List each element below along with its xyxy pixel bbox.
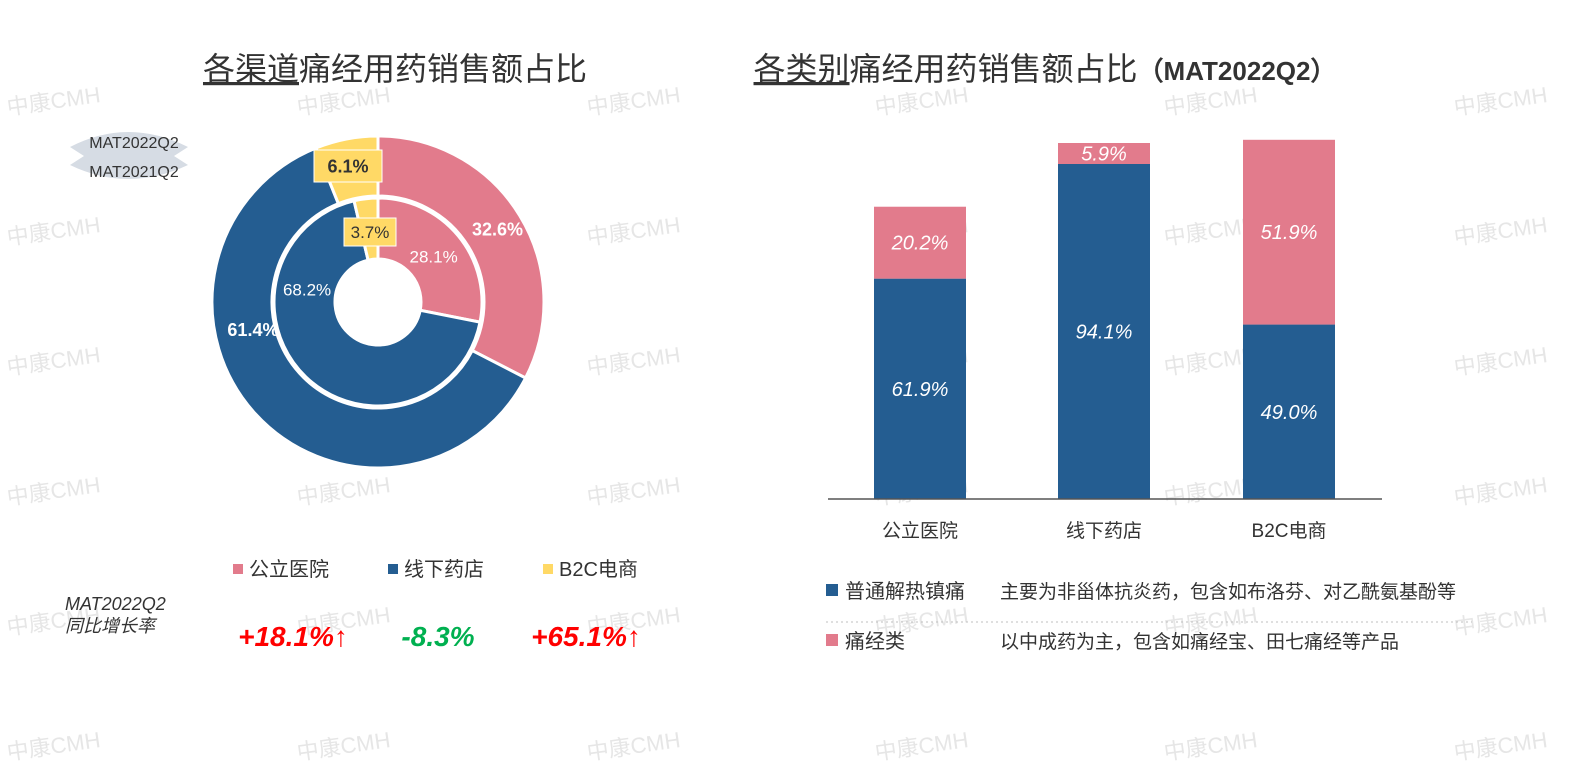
watermark-text: 中康CMH — [5, 472, 102, 510]
stacked-bar-chart: 61.9% 20.2% 公立医院 94.1% 5.9% 线下药店 49.0% 51.9% B2C… — [828, 139, 1382, 542]
bar-label-2-1: 20.2% — [891, 233, 949, 255]
bar-segment-1-2 — [1058, 164, 1150, 499]
donut-legend: 公立医院 线下药店 B2C电商 — [233, 558, 638, 581]
watermark-text: 中康CMH — [1162, 727, 1259, 765]
watermark-text: 中康CMH — [295, 472, 392, 510]
watermark-text: 中康CMH — [1452, 212, 1549, 250]
growth-label-line1: MAT2022Q2 — [65, 594, 166, 614]
watermark-text: 中康CMH — [5, 82, 102, 120]
growth-section: MAT2022Q2 同比增长率 +18.1%↑ -8.3% +65.1%↑ — [65, 594, 641, 652]
ring-legend: MAT2022Q2 MAT2021Q2 — [70, 132, 188, 181]
bar-label-1-3: 49.0% — [1261, 402, 1318, 424]
bar-label-2-2: 5.9% — [1081, 144, 1127, 166]
desc-name-2: 痛经类 — [845, 630, 905, 653]
watermark-text: 中康CMH — [5, 342, 102, 380]
donut-legend-swatch-3 — [543, 564, 553, 574]
watermark-text: 中康CMH — [1452, 342, 1549, 380]
left-title: 各渠道痛经用药销售额占比 — [203, 51, 587, 87]
watermark-text: 中康CMH — [5, 727, 102, 765]
donut-label-box-inner-3 — [343, 217, 397, 247]
right-title: 各类别痛经用药销售额占比（MAT2022Q2） — [754, 51, 1337, 87]
left-title-rest: 痛经用药销售额占比 — [299, 51, 587, 87]
desc-name-1: 普通解热镇痛 — [845, 580, 965, 603]
donut-label-outer-1: 32.6% — [472, 220, 523, 240]
watermark-text: 中康CMH — [585, 727, 682, 765]
desc-text-2: 以中成药为主，包含如痛经宝、田七痛经等产品 — [1000, 631, 1399, 653]
donut-legend-label-2: 线下药店 — [404, 558, 484, 581]
right-title-underlined: 各类别 — [754, 51, 850, 87]
bar-segment-1-1 — [874, 278, 966, 499]
watermark-text: 中康CMH — [1452, 82, 1549, 120]
bar-segment-2-1 — [874, 206, 966, 279]
watermark-text: 中康CMH — [295, 82, 392, 120]
bar-segment-2-2 — [1058, 143, 1150, 165]
donut-label-inner-3: 3.7% — [351, 223, 390, 242]
left-title-underlined: 各渠道 — [203, 51, 299, 87]
donut-slice-outer-2 — [210, 146, 528, 470]
desc-swatch-2 — [826, 634, 838, 646]
bar-category-label-3: B2C电商 — [1252, 520, 1327, 542]
bar-segment-1-3 — [1243, 324, 1335, 499]
donut-legend-label-1: 公立医院 — [249, 558, 329, 581]
right-title-suffix: （MAT2022Q2） — [1138, 56, 1337, 86]
bar-label-1-2: 94.1% — [1076, 322, 1133, 344]
right-title-rest: 痛经用药销售额占比 — [850, 51, 1138, 87]
donut-legend-swatch-1 — [233, 564, 243, 574]
watermark-text: 中康CMH — [585, 212, 682, 250]
growth-label-line2: 同比增长率 — [65, 616, 158, 636]
bar-category-label-2: 线下药店 — [1066, 520, 1142, 542]
donut-label-inner-1: 28.1% — [410, 247, 458, 266]
donut-label-outer-3: 6.1% — [327, 156, 368, 176]
bar-label-2-3: 51.9% — [1261, 222, 1318, 244]
watermark-text: 中康CMH — [585, 82, 682, 120]
donut-label-inner-2: 68.2% — [283, 281, 331, 300]
watermark-text: 中康CMH — [585, 472, 682, 510]
watermark-text: 中康CMH — [1452, 727, 1549, 765]
ring-legend-shape — [70, 132, 188, 179]
watermark-text: 中康CMH — [1162, 82, 1259, 120]
watermark-text: 中康CMH — [1452, 602, 1549, 640]
bar-segment-2-3 — [1243, 139, 1335, 325]
watermark-text: 中康CMH — [873, 727, 970, 765]
left-panel: 各渠道痛经用药销售额占比 MAT2022Q2 MAT2021Q2 32.6% 61… — [65, 51, 641, 652]
watermark-text: 中康CMH — [585, 342, 682, 380]
donut-label-outer-2: 61.4% — [227, 320, 278, 340]
growth-value-2: -8.3% — [401, 621, 474, 652]
right-panel: 各类别痛经用药销售额占比（MAT2022Q2） 61.9% 20.2% 公立医院 94… — [754, 51, 1472, 653]
ring-legend-outer: MAT2022Q2 — [89, 135, 179, 152]
donut-legend-swatch-2 — [388, 564, 398, 574]
desc-swatch-1 — [826, 584, 838, 596]
donut-slice-outer-1 — [376, 134, 546, 381]
watermark-text: 中康CMH — [1452, 472, 1549, 510]
bar-label-1-1: 61.9% — [892, 379, 949, 401]
desc-text-1: 主要为非甾体抗炎药，包含如布洛芬、对乙酰氨基酚等 — [1000, 581, 1456, 603]
watermark-text: 中康CMH — [873, 82, 970, 120]
donut-label-box-outer-3 — [313, 149, 383, 183]
donut-legend-label-3: B2C电商 — [559, 558, 638, 581]
donut-slice-inner-1 — [376, 196, 484, 324]
growth-value-3: +65.1%↑ — [531, 621, 641, 652]
growth-value-1: +18.1%↑ — [238, 621, 348, 652]
ring-legend-inner: MAT2021Q2 — [89, 164, 179, 181]
donut-chart: 32.6% 61.4% 6.1% 28.1% 68.2% 3.7% — [210, 134, 546, 470]
watermark-text: 中康CMH — [295, 727, 392, 765]
watermark-text: 中康CMH — [5, 212, 102, 250]
bar-category-label-1: 公立医院 — [882, 520, 958, 542]
donut-slice-inner-2 — [272, 198, 482, 408]
growth-values: +18.1%↑ -8.3% +65.1%↑ — [238, 621, 641, 652]
